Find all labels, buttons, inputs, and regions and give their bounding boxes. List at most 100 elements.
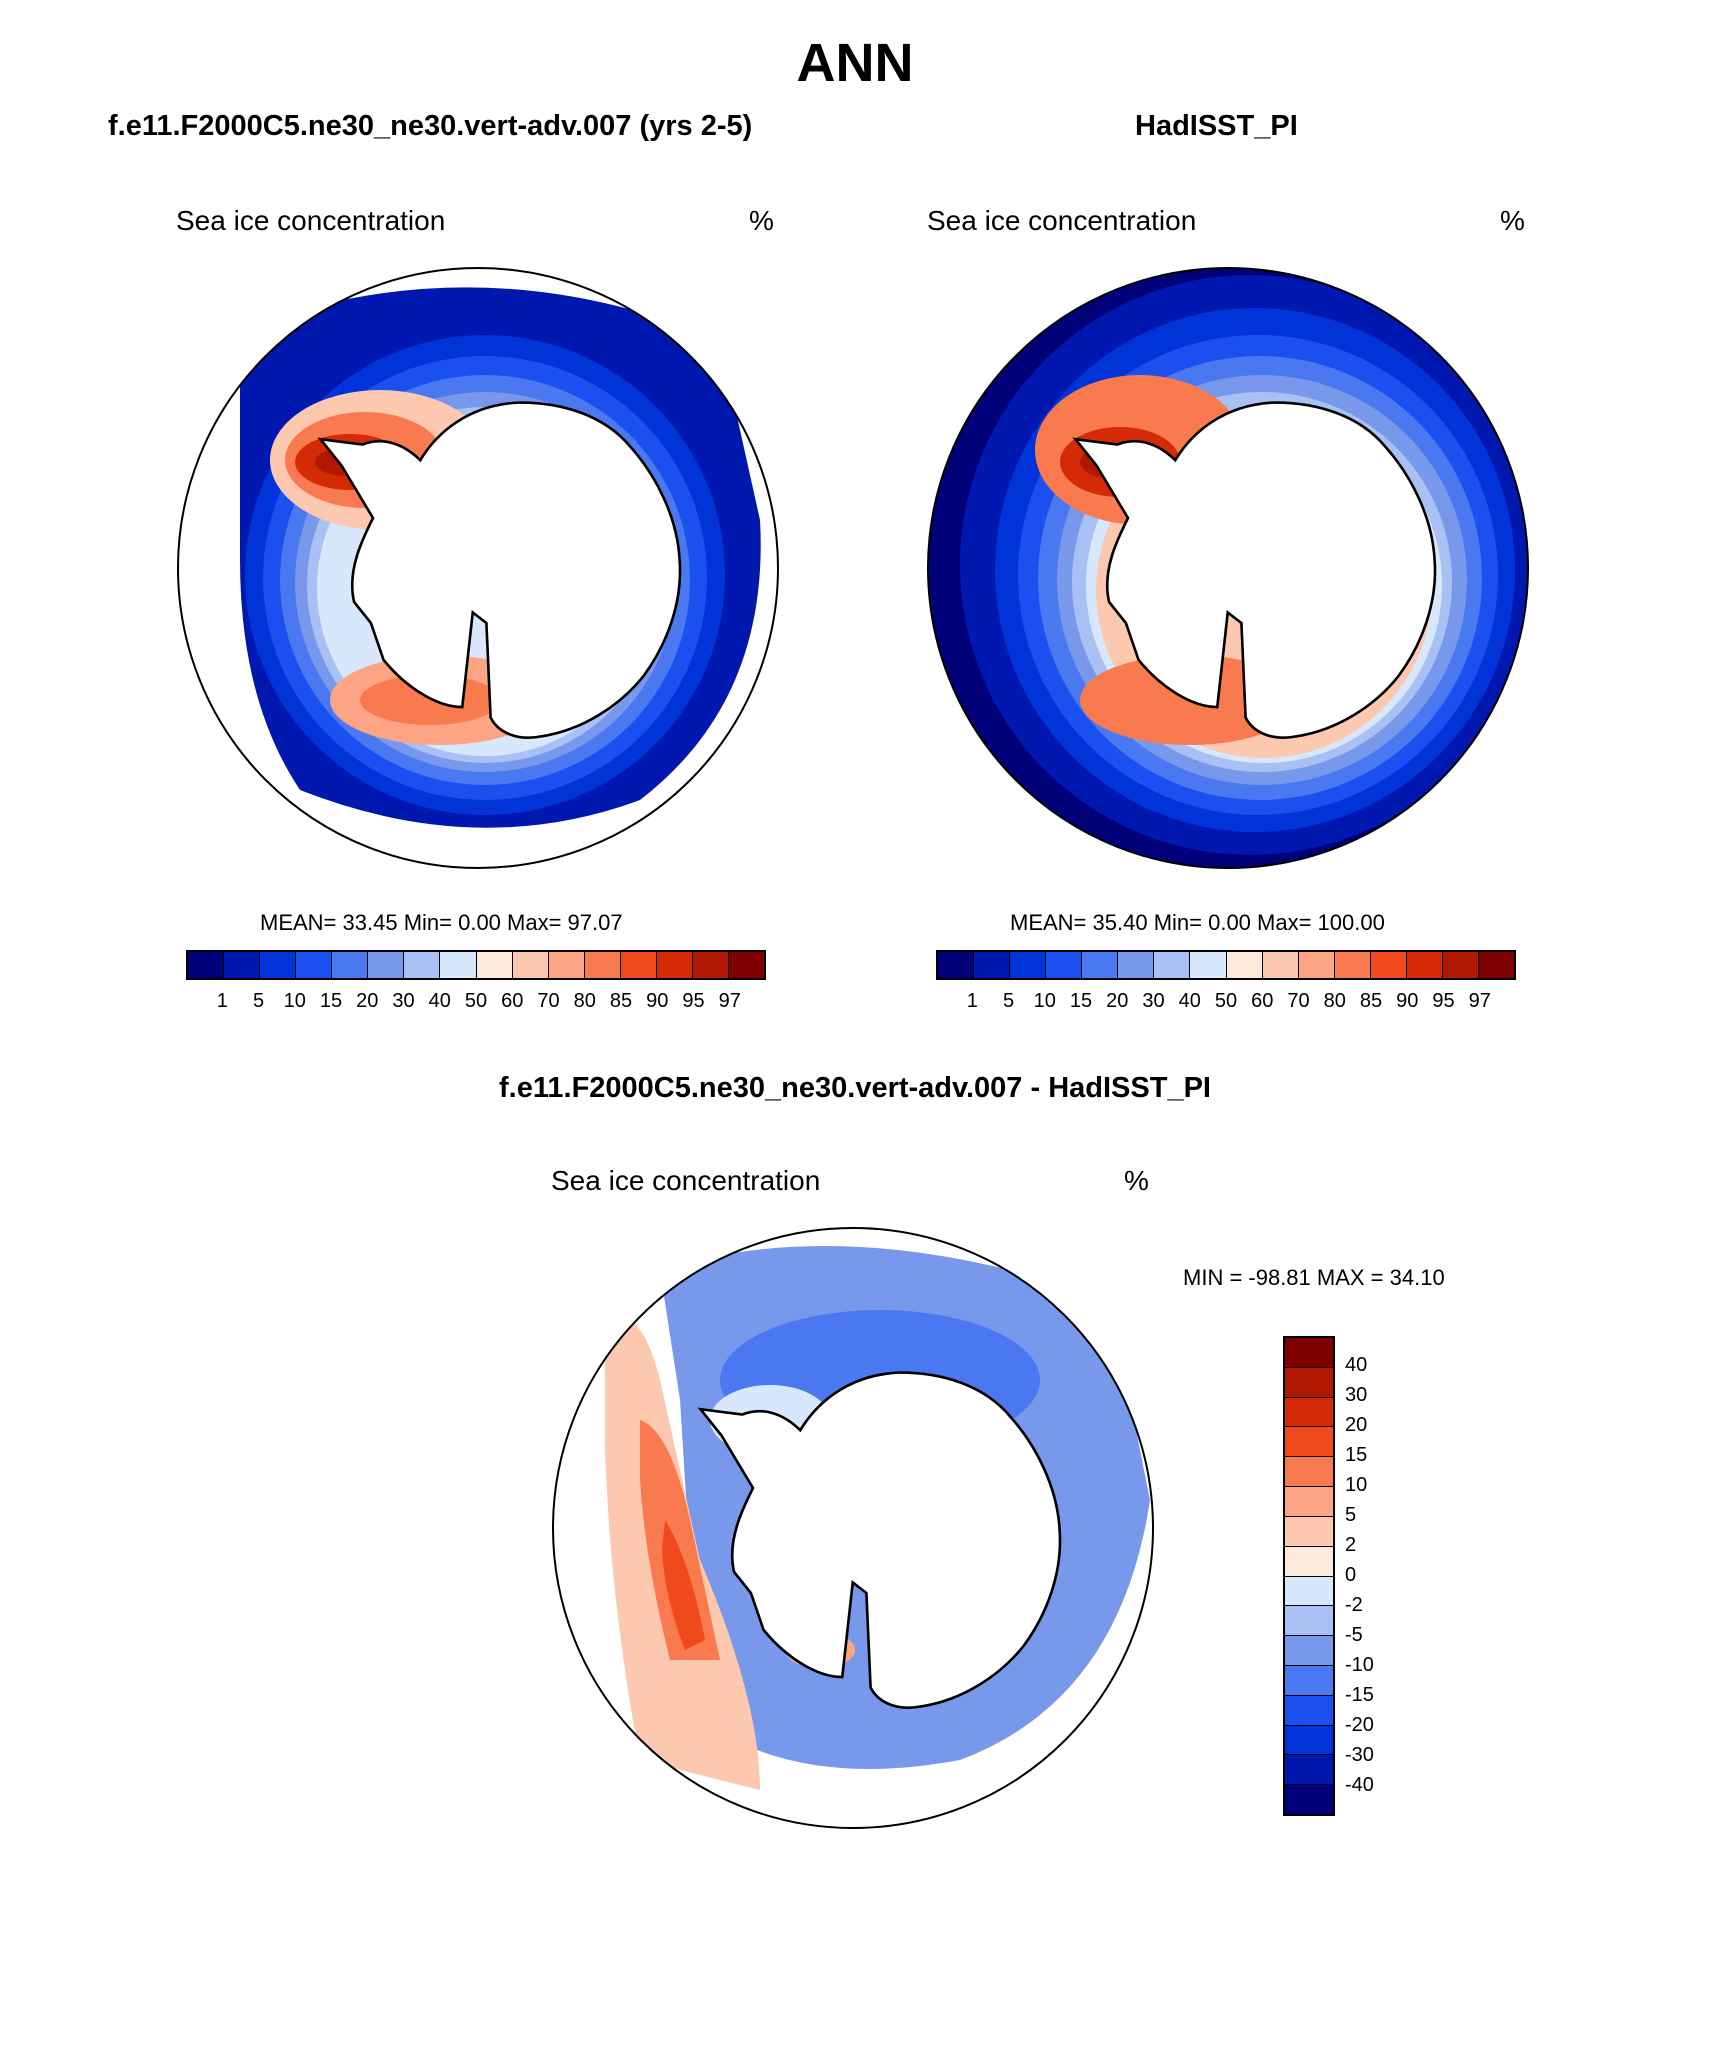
colorbar-swatch [1334, 952, 1371, 978]
colorbar-swatch [368, 952, 405, 978]
colorbar-tick-label: 2 [1345, 1534, 1357, 1556]
colorbar-tick-label: -10 [1345, 1654, 1374, 1676]
colorbar-tick-label: 40 [1345, 1354, 1368, 1376]
colorbar-tick-label: 5 [1002, 990, 1015, 1012]
colorbar-tick-label: -5 [1345, 1624, 1363, 1646]
diff-panel-title: f.e11.F2000C5.ne30_ne30.vert-adv.007 - H… [499, 1072, 1211, 1104]
colorbar-swatch [476, 952, 513, 978]
colorbar-tick-label: 30 [1142, 990, 1165, 1012]
diff-colorbar [1283, 1336, 1335, 1816]
colorbar-swatch [1285, 1665, 1333, 1696]
obs-stats: MEAN= 35.40 Min= 0.00 Max= 100.00 [1010, 910, 1385, 935]
colorbar-tick-label: 85 [1359, 990, 1383, 1012]
figure-title: ANN [796, 33, 914, 93]
colorbar-tick-label: -20 [1345, 1714, 1374, 1736]
diff-map [553, 1228, 1153, 1828]
colorbar-swatch [1285, 1516, 1333, 1547]
colorbar-tick-label: -30 [1345, 1744, 1374, 1766]
colorbar-swatch [1285, 1367, 1333, 1398]
colorbar-tick-label: 20 [1106, 990, 1129, 1012]
colorbar-swatch [620, 952, 657, 978]
diff-variable-label: Sea ice concentration [551, 1165, 821, 1196]
colorbar-swatch [1285, 1427, 1333, 1458]
colorbar-tick-label: 20 [356, 990, 379, 1012]
colorbar-swatch [1285, 1725, 1333, 1756]
colorbar-tick-label: 15 [1345, 1444, 1368, 1466]
colorbar-tick-label: 95 [682, 990, 705, 1012]
colorbar-tick-label: 15 [319, 990, 343, 1012]
model-colorbar [186, 950, 766, 980]
model-units-label: % [749, 205, 774, 236]
colorbar-tick-label: 5 [1345, 1504, 1357, 1526]
colorbar-swatch [1118, 952, 1155, 978]
model-map-border [177, 267, 779, 869]
colorbar-tick-label: 40 [1178, 990, 1201, 1012]
colorbar-tick-label: 1 [216, 990, 228, 1012]
colorbar-tick-label: 10 [283, 990, 306, 1012]
colorbar-swatch [1406, 952, 1443, 978]
colorbar-tick-label: 85 [609, 990, 633, 1012]
colorbar-tick-label: 40 [428, 990, 451, 1012]
colorbar-tick-label: 5 [252, 990, 265, 1012]
colorbar-tick-label: 70 [537, 990, 560, 1012]
colorbar-swatch [512, 952, 549, 978]
colorbar-swatch [1285, 1546, 1333, 1577]
colorbar-swatch [440, 952, 477, 978]
colorbar-tick-label: 90 [1396, 990, 1419, 1012]
colorbar-swatch [1442, 952, 1479, 978]
colorbar-swatch [1285, 1338, 1333, 1368]
colorbar-tick-label: 20 [1345, 1414, 1368, 1436]
colorbar-swatch [974, 952, 1011, 978]
colorbar-tick-label: 15 [1069, 990, 1093, 1012]
colorbar-swatch [584, 952, 621, 978]
colorbar-swatch [1285, 1755, 1333, 1786]
colorbar-tick-label: 50 [464, 990, 488, 1012]
colorbar-swatch [1154, 952, 1191, 978]
obs-variable-label: Sea ice concentration [927, 205, 1197, 236]
colorbar-tick-label: -2 [1345, 1594, 1363, 1616]
colorbar-tick-label: -15 [1345, 1684, 1374, 1706]
model-panel-title: f.e11.F2000C5.ne30_ne30.vert-adv.007 (yr… [108, 110, 753, 142]
colorbar-swatch [692, 952, 729, 978]
colorbar-tick-label: 10 [1345, 1474, 1368, 1496]
colorbar-swatch [1010, 952, 1047, 978]
obs-map-border [927, 267, 1529, 869]
colorbar-tick-label: 80 [1323, 990, 1346, 1012]
colorbar-swatch [1285, 1576, 1333, 1607]
colorbar-swatch [656, 952, 693, 978]
colorbar-swatch [1082, 952, 1119, 978]
colorbar-swatch [1285, 1487, 1333, 1517]
colorbar-swatch [1285, 1606, 1333, 1637]
diff-units-label: % [1124, 1165, 1149, 1196]
colorbar-swatch [548, 952, 585, 978]
diff-stats: MIN = -98.81 MAX = 34.10 [1183, 1265, 1445, 1290]
colorbar-tick-label: 30 [1345, 1384, 1368, 1406]
colorbar-tick-label: 30 [392, 990, 415, 1012]
obs-colorbar [936, 950, 1516, 980]
colorbar-swatch [1298, 952, 1335, 978]
colorbar-swatch [404, 952, 441, 978]
colorbar-swatch [1285, 1785, 1333, 1814]
colorbar-swatch [296, 952, 333, 978]
colorbar-swatch [1285, 1397, 1333, 1428]
model-variable-label: Sea ice concentration [176, 205, 446, 236]
colorbar-tick-label: 90 [646, 990, 669, 1012]
colorbar-tick-label: 60 [501, 990, 524, 1012]
diff-map-border [552, 1227, 1154, 1829]
colorbar-tick-label: 70 [1287, 990, 1310, 1012]
colorbar-swatch [1370, 952, 1407, 978]
model-map [178, 268, 778, 868]
obs-units-label: % [1500, 205, 1525, 236]
obs-map [928, 268, 1528, 868]
colorbar-tick-label: 95 [1432, 990, 1455, 1012]
colorbar-swatch [728, 952, 764, 978]
colorbar-swatch [1046, 952, 1083, 978]
colorbar-tick-label: 80 [573, 990, 596, 1012]
colorbar-swatch [1285, 1636, 1333, 1666]
colorbar-swatch [188, 952, 225, 978]
colorbar-swatch [1226, 952, 1263, 978]
colorbar-tick-label: 10 [1033, 990, 1056, 1012]
colorbar-tick-label: 97 [1468, 990, 1491, 1012]
colorbar-tick-label: 50 [1214, 990, 1238, 1012]
